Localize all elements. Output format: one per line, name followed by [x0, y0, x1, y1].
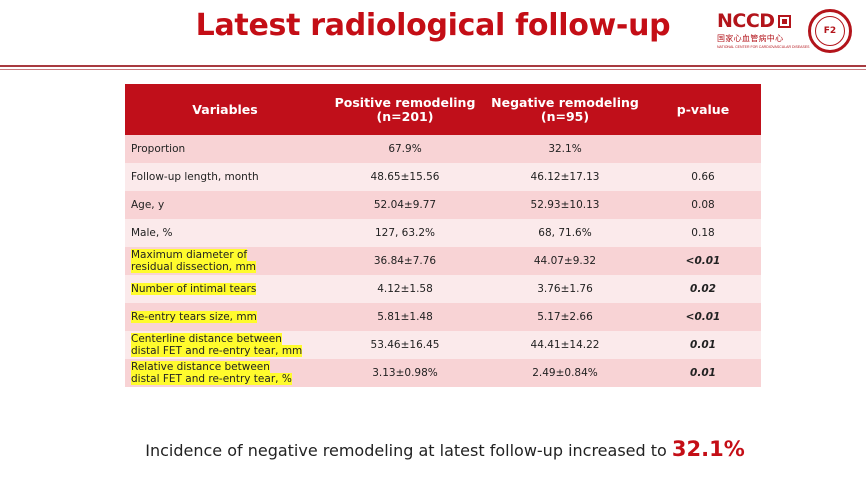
variable-label: Age, y: [131, 199, 164, 211]
header-negative-remodeling: Negative remodeling (n=95): [485, 84, 645, 135]
pvalue-cell: 0.01: [645, 359, 761, 387]
pvalue-cell: 0.18: [645, 219, 761, 247]
positive-value-cell: 53.46±16.45: [325, 331, 485, 359]
variable-cell: Number of intimal tears: [125, 275, 325, 303]
pvalue-cell: 0.66: [645, 163, 761, 191]
table-row: Proportion 67.9% 32.1%: [125, 135, 761, 163]
positive-value-cell: 3.13±0.98%: [325, 359, 485, 387]
variable-cell: Re-entry tears size, mm: [125, 303, 325, 331]
positive-value-cell: 67.9%: [325, 135, 485, 163]
variable-label-line2: distal FET and re-entry tear, %: [131, 373, 292, 385]
pvalue-cell: 0.01: [645, 331, 761, 359]
conclusion-value: 32.1%: [672, 437, 745, 461]
variable-label-line2: residual dissection, mm: [131, 261, 256, 273]
negative-value-cell: 68, 71.6%: [485, 219, 645, 247]
variable-cell: Proportion: [125, 135, 325, 163]
variable-label: Maximum diameter of: [131, 249, 247, 261]
table-row: Re-entry tears size, mm 5.81±1.48 5.17±2.6…: [125, 303, 761, 331]
title-divider: [0, 65, 866, 67]
table-row: Maximum diameter of residual dissection, …: [125, 247, 761, 275]
variable-cell: Age, y: [125, 191, 325, 219]
nccd-chinese-name: 国家心血管病中心: [717, 33, 797, 44]
seal-emblem-icon: F2: [815, 16, 845, 46]
pvalue-cell: 0.02: [645, 275, 761, 303]
positive-value-cell: 36.84±7.76: [325, 247, 485, 275]
positive-value-cell: 52.04±9.77: [325, 191, 485, 219]
conclusion-sentence: Incidence of negative remodeling at late…: [145, 441, 667, 460]
nccd-mark-icon: [778, 15, 791, 28]
negative-value-cell: 52.93±10.13: [485, 191, 645, 219]
table-row: Follow-up length, month 48.65±15.56 46.12±…: [125, 163, 761, 191]
table-row: Number of intimal tears 4.12±1.58 3.76±1.7…: [125, 275, 761, 303]
variable-cell: Follow-up length, month: [125, 163, 325, 191]
pvalue-cell: <0.01: [645, 247, 761, 275]
positive-value-cell: 5.81±1.48: [325, 303, 485, 331]
nccd-english-name: NATIONAL CENTER FOR CARDIOVASCULAR DISEA…: [717, 45, 797, 49]
conclusion-text: Incidence of negative remodeling at late…: [0, 437, 866, 461]
variable-cell: Maximum diameter of residual dissection, …: [125, 247, 325, 275]
variable-cell: Centerline distance between distal FET an…: [125, 331, 325, 359]
variable-cell: Relative distance between distal FET and …: [125, 359, 325, 387]
variable-label: Follow-up length, month: [131, 171, 259, 183]
pvalue-cell: [645, 135, 761, 163]
table-row: Age, y 52.04±9.77 52.93±10.13 0.08: [125, 191, 761, 219]
pvalue-cell: 0.08: [645, 191, 761, 219]
negative-value-cell: 2.49±0.84%: [485, 359, 645, 387]
title-divider-thin: [0, 69, 866, 70]
header-variables: Variables: [125, 84, 325, 135]
negative-value-cell: 5.17±2.66: [485, 303, 645, 331]
negative-value-cell: 32.1%: [485, 135, 645, 163]
seal-text: F2: [824, 26, 836, 36]
nccd-logo: NCCD 国家心血管病中心 NATIONAL CENTER FOR CARDIO…: [717, 10, 797, 49]
negative-value-cell: 3.76±1.76: [485, 275, 645, 303]
variable-label: Male, %: [131, 227, 173, 239]
table-row: Centerline distance between distal FET an…: [125, 331, 761, 359]
variable-label-line2: distal FET and re-entry tear, mm: [131, 345, 302, 357]
variable-label: Re-entry tears size, mm: [131, 311, 257, 323]
positive-value-cell: 48.65±15.56: [325, 163, 485, 191]
header-positive-remodeling: Positive remodeling (n=201): [325, 84, 485, 135]
positive-value-cell: 127, 63.2%: [325, 219, 485, 247]
negative-value-cell: 46.12±17.13: [485, 163, 645, 191]
nccd-name: NCCD: [717, 10, 775, 32]
table-row: Relative distance between distal FET and …: [125, 359, 761, 387]
hospital-seal-logo: F2: [808, 9, 852, 53]
table-header-row: Variables Positive remodeling (n=201) Neg…: [125, 84, 761, 135]
variable-label: Number of intimal tears: [131, 283, 256, 295]
variable-label: Centerline distance between: [131, 333, 282, 345]
negative-value-cell: 44.41±14.22: [485, 331, 645, 359]
positive-value-cell: 4.12±1.58: [325, 275, 485, 303]
table-row: Male, % 127, 63.2% 68, 71.6% 0.18: [125, 219, 761, 247]
pvalue-cell: <0.01: [645, 303, 761, 331]
variable-cell: Male, %: [125, 219, 325, 247]
variable-label: Proportion: [131, 143, 185, 155]
follow-up-table: Variables Positive remodeling (n=201) Neg…: [125, 84, 761, 387]
nccd-wordmark: NCCD: [717, 10, 797, 32]
header-pvalue: p-value: [645, 84, 761, 135]
negative-value-cell: 44.07±9.32: [485, 247, 645, 275]
variable-label: Relative distance between: [131, 361, 270, 373]
